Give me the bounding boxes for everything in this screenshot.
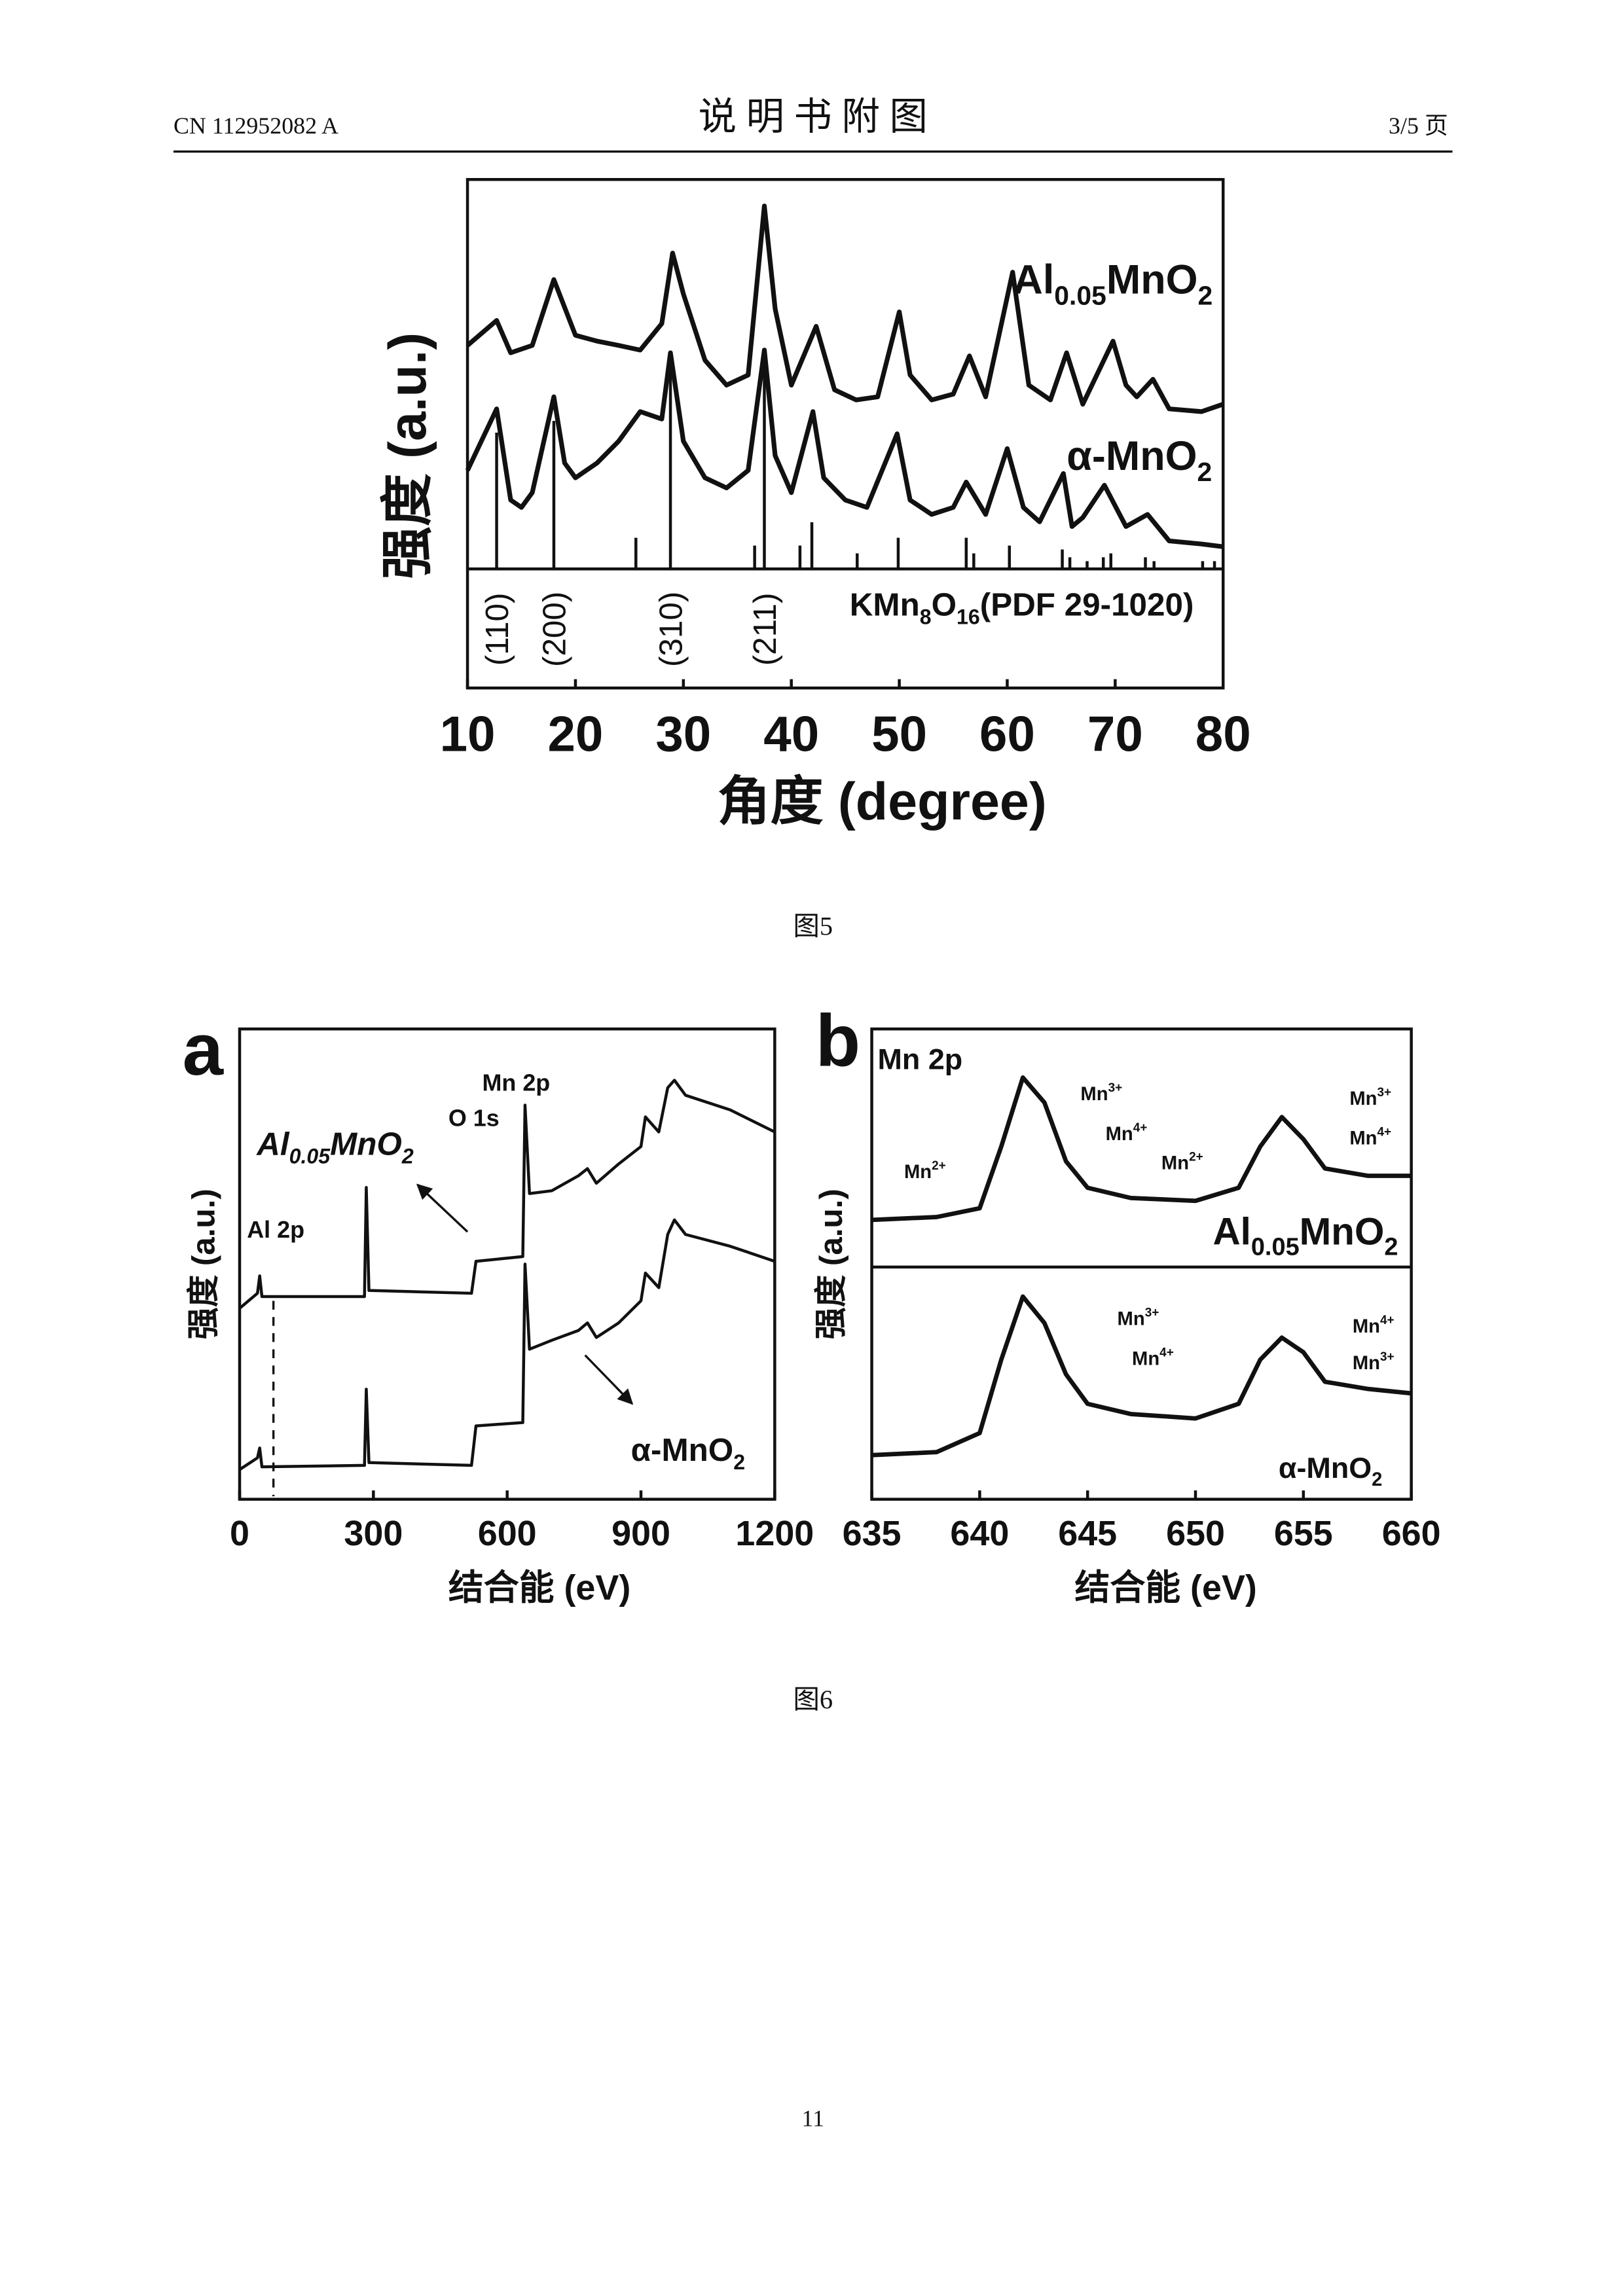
x-tick-label: 645 (1058, 1514, 1117, 1553)
x-tick-label: 650 (1166, 1514, 1225, 1553)
x-tick-label: 60 (979, 707, 1035, 762)
arrow (584, 1354, 634, 1405)
y-axis-label: 强度 (a.u.) (378, 332, 437, 579)
panel-label: a (183, 1008, 225, 1090)
x-tick-label: 300 (344, 1514, 403, 1553)
x-tick-label: 40 (763, 707, 819, 762)
panel-title: Mn 2p (878, 1042, 963, 1075)
series-label: Al0.05MnO2 (255, 1126, 414, 1168)
spectrum-line (871, 1075, 1412, 1223)
series-label: Al0.05MnO2 (1013, 257, 1213, 310)
x-tick-label: 10 (440, 707, 496, 762)
annotation: Mn 2p (483, 1069, 551, 1096)
hkl-label: (200) (537, 592, 573, 667)
page-count: 3/5 页 (1389, 113, 1448, 139)
reference-label: KMn8O16(PDF 29-1020) (850, 587, 1194, 629)
annotation: Mn4+ (1349, 1125, 1391, 1149)
x-tick-label: 640 (950, 1514, 1009, 1553)
x-tick-label: 900 (611, 1514, 670, 1553)
x-axis-label: 结合能 (eV) (448, 1568, 630, 1607)
figure-caption: 图6 (793, 1685, 833, 1714)
spectrum-line (871, 1294, 1412, 1458)
page-number: 11 (801, 2106, 824, 2132)
annotation: Mn3+ (1080, 1081, 1122, 1105)
spectrum-line (465, 204, 1224, 414)
x-tick-label: 635 (843, 1514, 902, 1553)
annotation: O 1s (448, 1105, 500, 1132)
panel-label: b (816, 999, 861, 1082)
y-axis-label: 强度 (a.u.) (185, 1189, 221, 1339)
annotation: Al 2p (247, 1216, 304, 1243)
plot-frame (870, 1027, 1413, 1501)
x-tick-label: 600 (478, 1514, 537, 1553)
arrow (416, 1183, 469, 1233)
figure-caption: 图5 (793, 912, 833, 941)
hkl-label: (211) (747, 593, 783, 666)
x-tick-label: 70 (1087, 707, 1143, 762)
x-tick-label: 20 (547, 707, 603, 762)
annotation: Mn4+ (1353, 1313, 1395, 1336)
x-tick-label: 30 (655, 707, 711, 762)
annotation: Mn4+ (1106, 1121, 1148, 1144)
annotation: Mn3+ (1353, 1350, 1395, 1374)
x-tick-label: 50 (871, 707, 927, 762)
spectrum-line (238, 1218, 776, 1471)
x-axis-label: 结合能 (eV) (1074, 1568, 1256, 1607)
series-label: α-MnO2 (1279, 1451, 1383, 1490)
annotation: Mn2+ (904, 1159, 946, 1183)
annotation: Mn4+ (1132, 1346, 1174, 1369)
series-label: α-MnO2 (631, 1432, 745, 1474)
doc-number: CN 112952082 A (173, 113, 338, 139)
spectrum-line (238, 1079, 776, 1310)
x-tick-label: 0 (230, 1514, 249, 1553)
hkl-label: (110) (479, 593, 515, 666)
annotation: Mn3+ (1349, 1085, 1391, 1109)
y-axis-label: 强度 (a.u.) (813, 1189, 849, 1339)
hkl-label: (310) (653, 592, 689, 667)
annotation: Mn2+ (1161, 1150, 1203, 1174)
x-axis-label: 角度 (degree) (718, 772, 1047, 831)
annotation: Mn3+ (1118, 1306, 1159, 1329)
x-tick-label: 655 (1274, 1514, 1333, 1553)
spectrum-line (465, 348, 1224, 549)
series-label: α-MnO2 (1067, 433, 1212, 486)
series-label: Al0.05MnO2 (1213, 1211, 1398, 1261)
x-tick-label: 80 (1195, 707, 1251, 762)
x-tick-label: 660 (1382, 1514, 1441, 1553)
x-tick-label: 1200 (735, 1514, 814, 1553)
plot-frame (465, 177, 1225, 690)
header-title: 说 明 书 附 图 (699, 96, 928, 138)
